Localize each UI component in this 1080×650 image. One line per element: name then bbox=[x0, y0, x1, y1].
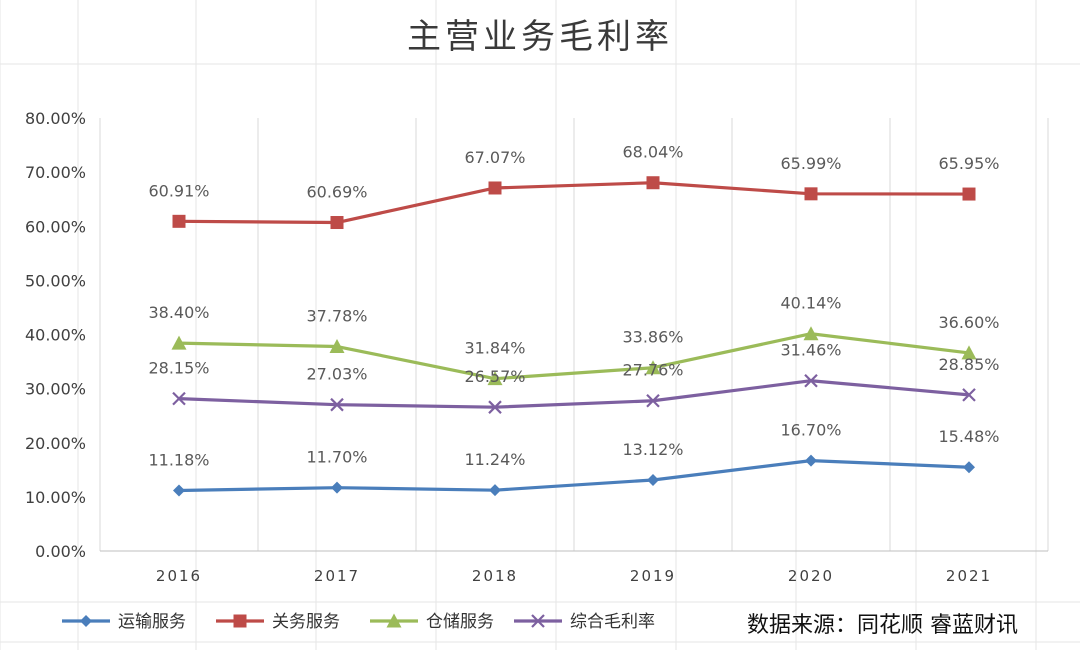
data-label: 27.76% bbox=[622, 361, 683, 380]
data-point-marker bbox=[805, 454, 817, 467]
y-tick-label: 40.00% bbox=[25, 326, 86, 345]
series-line bbox=[178, 379, 970, 409]
data-label: 16.70% bbox=[780, 421, 841, 440]
data-point-marker bbox=[173, 484, 185, 497]
data-point-marker bbox=[488, 400, 502, 414]
x-tick-label: 2016 bbox=[156, 567, 202, 585]
data-label: 31.84% bbox=[464, 339, 525, 358]
data-point-marker bbox=[172, 391, 186, 406]
data-point-marker bbox=[963, 461, 975, 474]
data-label: 11.18% bbox=[148, 450, 209, 469]
x-tick-label: 2019 bbox=[630, 567, 676, 585]
x-tick-label: 2020 bbox=[788, 567, 834, 585]
legend-swatch-marker bbox=[531, 614, 545, 628]
series-4 bbox=[172, 373, 976, 414]
source-note: 数据来源：同花顺 睿蓝财讯 bbox=[747, 613, 1018, 638]
data-point-marker bbox=[329, 339, 345, 354]
y-tick-label: 50.00% bbox=[25, 271, 86, 290]
series-1 bbox=[173, 454, 975, 497]
data-labels: 11.18% 11.70% 11.24% 13.12% 16.70% 15.48% 60.9… bbox=[148, 143, 999, 470]
legend-label: 运输服务 bbox=[118, 612, 186, 632]
data-point-marker bbox=[488, 181, 502, 195]
data-point-marker bbox=[646, 176, 660, 190]
data-label: 37.78% bbox=[306, 307, 367, 326]
data-label: 65.95% bbox=[938, 154, 999, 173]
data-point-marker bbox=[803, 326, 819, 341]
legend-label: 综合毛利率 bbox=[570, 612, 655, 632]
data-label: 67.07% bbox=[464, 148, 525, 167]
y-tick-label: 60.00% bbox=[25, 217, 86, 236]
data-label: 38.40% bbox=[148, 303, 209, 322]
series-layer bbox=[171, 176, 977, 497]
data-point-marker bbox=[645, 360, 661, 375]
chart-title: 主营业务毛利率 bbox=[407, 17, 673, 57]
y-tick-label: 80.00% bbox=[25, 109, 86, 128]
data-point-marker bbox=[330, 397, 344, 412]
series-2 bbox=[172, 176, 976, 230]
data-point-marker bbox=[487, 371, 503, 386]
series-line bbox=[178, 181, 970, 225]
y-tick-label: 10.00% bbox=[25, 488, 86, 507]
data-point-marker bbox=[172, 214, 186, 228]
series-3 bbox=[171, 326, 977, 386]
legend-swatch-marker bbox=[80, 615, 92, 627]
data-point-marker bbox=[647, 473, 659, 486]
data-label: 31.46% bbox=[780, 341, 841, 360]
data-label: 28.15% bbox=[148, 359, 209, 378]
data-point-marker bbox=[331, 481, 343, 494]
data-point-marker bbox=[962, 187, 976, 201]
data-label: 11.70% bbox=[306, 448, 367, 467]
y-tick-label: 70.00% bbox=[25, 163, 86, 182]
legend-swatch-marker bbox=[386, 613, 402, 628]
x-axis: 2016 2017 2018 2019 2020 2021 bbox=[156, 567, 992, 585]
y-tick-label: 30.00% bbox=[25, 380, 86, 399]
legend-item: 关务服务 bbox=[216, 612, 340, 632]
data-label: 40.14% bbox=[780, 294, 841, 313]
data-label: 60.91% bbox=[148, 181, 209, 200]
data-point-marker bbox=[962, 388, 976, 402]
data-label: 27.03% bbox=[306, 365, 367, 384]
legend-item: 仓储服务 bbox=[370, 612, 494, 632]
legend-item: 运输服务 bbox=[62, 612, 186, 632]
data-label: 28.85% bbox=[938, 355, 999, 374]
y-tick-label: 20.00% bbox=[25, 434, 86, 453]
data-label: 33.86% bbox=[622, 328, 683, 347]
data-point-marker bbox=[804, 373, 818, 388]
data-label: 68.04% bbox=[622, 143, 683, 162]
x-tick-label: 2017 bbox=[314, 567, 360, 585]
data-point-marker bbox=[330, 216, 344, 230]
data-point-marker bbox=[804, 187, 818, 201]
data-point-marker bbox=[489, 484, 501, 497]
legend-swatch-marker bbox=[233, 614, 247, 628]
legend: 运输服务 关务服务 仓储服务 综合毛利率 bbox=[62, 612, 655, 632]
x-tick-label: 2018 bbox=[472, 567, 518, 585]
legend-item: 综合毛利率 bbox=[514, 612, 655, 632]
data-label: 13.12% bbox=[622, 440, 683, 459]
data-label: 15.48% bbox=[938, 427, 999, 446]
plot-gridlines bbox=[99, 118, 1049, 552]
series-line bbox=[178, 459, 970, 493]
data-point-marker bbox=[171, 335, 187, 350]
legend-label: 仓储服务 bbox=[426, 612, 494, 632]
data-label: 11.24% bbox=[464, 450, 525, 469]
y-axis: 0.00% 10.00% 20.00% 30.00% 40.00% 50.00% 60.00… bbox=[25, 109, 86, 561]
data-label: 65.99% bbox=[780, 154, 841, 173]
legend-label: 关务服务 bbox=[272, 612, 340, 632]
data-label: 26.57% bbox=[464, 367, 525, 386]
series-line bbox=[178, 332, 970, 381]
x-tick-label: 2021 bbox=[946, 567, 992, 585]
data-point-marker bbox=[961, 345, 977, 360]
data-label: 36.60% bbox=[938, 313, 999, 332]
data-point-marker bbox=[646, 393, 660, 408]
data-label: 60.69% bbox=[306, 183, 367, 202]
y-tick-label: 0.00% bbox=[35, 542, 86, 561]
